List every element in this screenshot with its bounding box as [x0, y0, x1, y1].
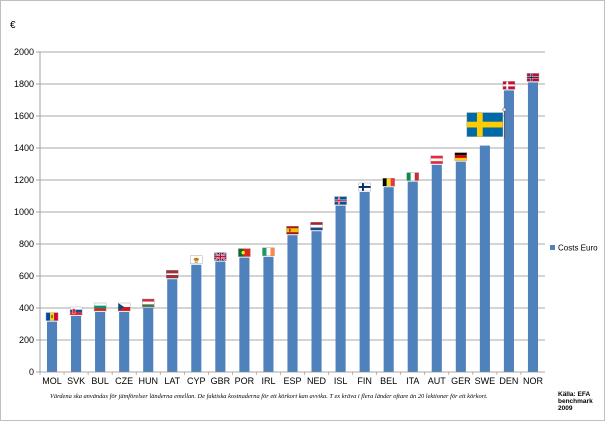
- x-tick-label: BUL: [91, 376, 109, 386]
- flags: [45, 73, 540, 321]
- moldova-flag-icon: [45, 312, 59, 321]
- x-tick-label: NOR: [523, 376, 544, 386]
- x-tick-label: BEL: [380, 376, 397, 386]
- bar-lat: [167, 279, 178, 372]
- x-tick-label: GER: [451, 376, 471, 386]
- bar-cyp: [191, 264, 202, 372]
- bar-irl: [263, 256, 274, 372]
- y-tick-label: 800: [19, 239, 34, 249]
- bar-cze: [119, 312, 130, 372]
- slovakia-flag-icon: [69, 306, 83, 316]
- x-tick-label: CZE: [115, 376, 133, 386]
- italy-flag-icon: [406, 172, 419, 181]
- y-tick-label: 400: [19, 303, 34, 313]
- bulgaria-flag-icon: [93, 302, 107, 312]
- x-tick-label: ESP: [283, 376, 301, 386]
- x-tick-label: DEN: [499, 376, 518, 386]
- hungary-flag-icon: [142, 298, 155, 308]
- y-tick-label: 600: [19, 271, 34, 281]
- y-tick-label: 2000: [14, 47, 34, 57]
- bar-hun: [143, 308, 154, 372]
- x-tick-label: CYP: [187, 376, 206, 386]
- bar-por: [239, 257, 250, 372]
- y-tick-label: 1200: [14, 175, 34, 185]
- x-tick-label: HUN: [138, 376, 158, 386]
- iceland-flag-icon: [334, 196, 347, 205]
- bar-ned: [311, 231, 322, 372]
- bar-ita: [407, 181, 418, 372]
- netherlands-flag-icon: [310, 221, 323, 231]
- source-line-1: Källa: EFA: [558, 391, 591, 398]
- y-tick-label: 1000: [14, 207, 34, 217]
- denmark-flag-icon: [502, 81, 516, 90]
- bar-fin: [359, 192, 370, 372]
- belgium-flag-icon: [382, 177, 395, 187]
- x-tick-label: POR: [235, 376, 255, 386]
- sweden-flag-icon: [466, 107, 507, 139]
- bar-mol: [46, 321, 58, 372]
- y-tick-label: 0: [29, 367, 34, 377]
- bar-aut: [431, 164, 442, 372]
- y-tick-label: 1800: [14, 79, 34, 89]
- bar-isl: [335, 205, 346, 372]
- x-tick-label: FIN: [357, 376, 372, 386]
- bar-gbr: [215, 261, 226, 372]
- bar-bel: [383, 187, 394, 372]
- x-tick-label: IRL: [261, 376, 275, 386]
- legend-swatch: [550, 245, 555, 250]
- y-tick-label: 1600: [14, 111, 34, 121]
- czech-flag-icon: [117, 302, 131, 312]
- bar-esp: [287, 235, 298, 372]
- chart-footnote: Värdena ska användas för jämförelser län…: [50, 393, 488, 400]
- y-tick-label: 200: [19, 335, 34, 345]
- source-line-2: benchmark: [558, 398, 593, 405]
- legend: Costs Euro: [550, 244, 598, 253]
- bar-ger: [455, 161, 466, 372]
- finland-flag-icon: [358, 182, 371, 192]
- cyprus-flag-icon: [190, 255, 203, 265]
- source-line-3: 2009: [558, 405, 573, 412]
- portugal-flag-icon: [238, 248, 251, 257]
- x-tick-label: ISL: [334, 376, 348, 386]
- germany-flag-icon: [454, 152, 468, 161]
- source-credit: Källa: EFA benchmark 2009: [558, 391, 603, 412]
- bar-den: [503, 90, 514, 373]
- x-tick-label: ITA: [406, 376, 419, 386]
- uk-flag-icon: [213, 251, 227, 262]
- bar-nor: [527, 82, 539, 373]
- x-tick-label: SWE: [475, 376, 496, 386]
- spain-flag-icon: [286, 225, 299, 235]
- ireland-flag-icon: [262, 247, 275, 257]
- bar-swe: [479, 145, 490, 372]
- y-tick-label: 1400: [14, 143, 34, 153]
- axes: 0 200 400 600 800 1000 1200 1400 1600 1800 2000 MOL…: [14, 47, 545, 386]
- x-tick-label: LAT: [164, 376, 180, 386]
- legend-label: Costs Euro: [558, 244, 598, 253]
- x-tick-label: NED: [307, 376, 327, 386]
- x-tick-label: SVK: [67, 376, 85, 386]
- bar-svk: [71, 316, 82, 372]
- y-unit-label: €: [10, 20, 16, 31]
- bars: [46, 82, 539, 373]
- x-tick-label: GBR: [211, 376, 231, 386]
- x-tick-label: AUT: [428, 376, 447, 386]
- norway-flag-icon: [526, 73, 540, 82]
- x-tick-label: MOL: [42, 376, 62, 386]
- latvia-flag-icon: [166, 270, 179, 279]
- bar-bul: [95, 312, 106, 372]
- austria-flag-icon: [430, 155, 443, 165]
